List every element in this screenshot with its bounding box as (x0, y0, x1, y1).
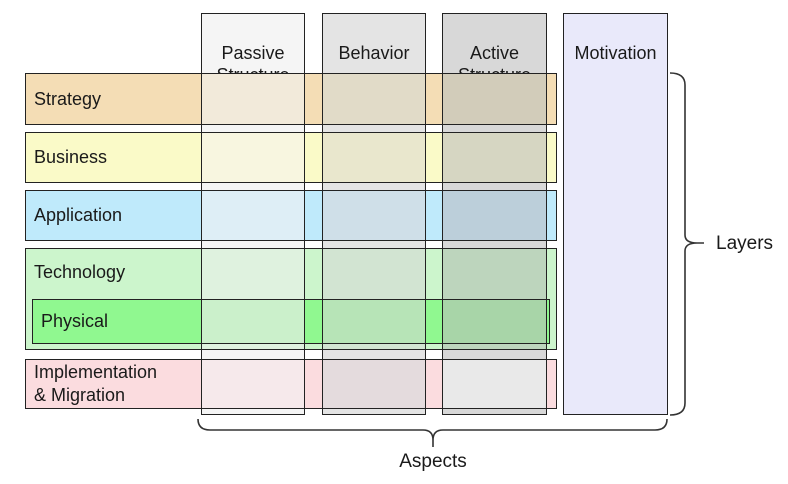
aspects-brace-label: Aspects (399, 451, 467, 472)
layer-label-business: Business (34, 147, 108, 167)
layers-brace (669, 72, 704, 416)
cell-passive-strategy (201, 73, 305, 125)
aspect-label-behavior: Behavior (338, 43, 410, 63)
aspect-label-motivation: Motivation (574, 43, 657, 63)
cell-behavior-application (322, 190, 426, 241)
cell-passive-implementation (201, 359, 305, 409)
cell-passive-physical (201, 299, 305, 344)
layers-brace-label: Layers (716, 233, 774, 254)
cell-behavior-strategy (322, 73, 426, 125)
cell-active-strategy (442, 73, 547, 125)
layer-label-strategy: Strategy (34, 88, 102, 109)
aspects-brace (197, 418, 668, 447)
cell-passive-application (201, 190, 305, 241)
cell-behavior-implementation (322, 359, 426, 409)
cell-active-implementation (442, 359, 547, 409)
cell-behavior-physical (322, 299, 426, 344)
aspect-column-motivation: Motivation (563, 13, 668, 415)
layer-label-application: Application (34, 205, 123, 225)
cell-active-application (442, 190, 547, 241)
layer-label-technology: Technology (34, 262, 126, 282)
cell-behavior-business (322, 132, 426, 183)
layer-label-physical: Physical (41, 311, 109, 331)
cell-active-physical (442, 299, 547, 344)
cell-active-business (442, 132, 547, 183)
layer-label-implementation-migration: Implementation & Migration (34, 362, 158, 405)
cell-passive-business (201, 132, 305, 183)
